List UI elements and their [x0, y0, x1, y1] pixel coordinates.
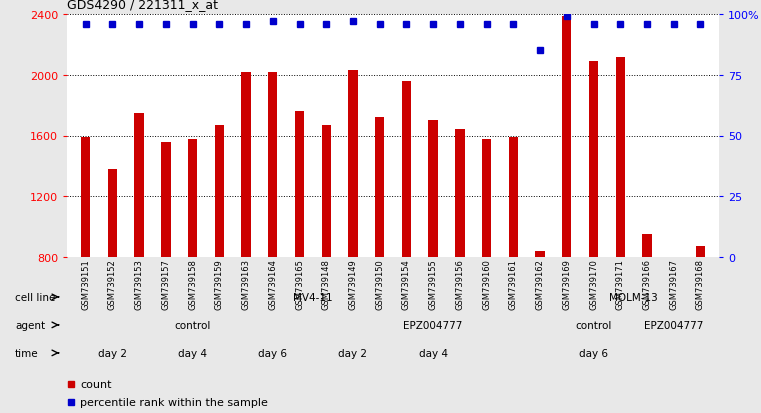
Text: count: count [80, 379, 112, 389]
Text: day 6: day 6 [258, 348, 288, 358]
Bar [696, 247, 705, 257]
Bar [589, 62, 598, 257]
Text: MV4-11: MV4-11 [293, 292, 333, 302]
Text: EPZ004777: EPZ004777 [644, 320, 703, 330]
Bar [135, 114, 144, 257]
Bar [562, 17, 572, 257]
Bar [295, 112, 304, 257]
Text: day 2: day 2 [98, 348, 127, 358]
Text: cell line: cell line [15, 292, 56, 302]
Text: percentile rank within the sample: percentile rank within the sample [80, 396, 268, 407]
Text: time: time [15, 348, 39, 358]
Text: day 6: day 6 [579, 348, 608, 358]
Bar [161, 142, 170, 257]
Bar [375, 118, 384, 257]
Text: GDS4290 / 221311_x_at: GDS4290 / 221311_x_at [67, 0, 218, 11]
Bar [241, 73, 250, 257]
Text: EPZ004777: EPZ004777 [403, 320, 463, 330]
Text: MOLM-13: MOLM-13 [610, 292, 658, 302]
Bar [268, 73, 278, 257]
Bar [536, 252, 545, 257]
Text: day 2: day 2 [339, 348, 368, 358]
Bar [322, 126, 331, 257]
Bar [402, 82, 411, 257]
Bar [616, 57, 625, 257]
Bar [108, 169, 117, 257]
Text: control: control [174, 320, 211, 330]
Text: control: control [575, 320, 612, 330]
Bar [508, 138, 518, 257]
Bar [188, 139, 197, 257]
Text: day 4: day 4 [419, 348, 447, 358]
Text: agent: agent [15, 320, 46, 330]
Bar [455, 130, 464, 257]
Bar [669, 257, 678, 259]
Bar [642, 235, 651, 257]
Bar [215, 126, 224, 257]
Bar [349, 71, 358, 257]
Bar [81, 138, 91, 257]
Bar [482, 139, 492, 257]
Text: day 4: day 4 [178, 348, 207, 358]
Bar [428, 121, 438, 257]
